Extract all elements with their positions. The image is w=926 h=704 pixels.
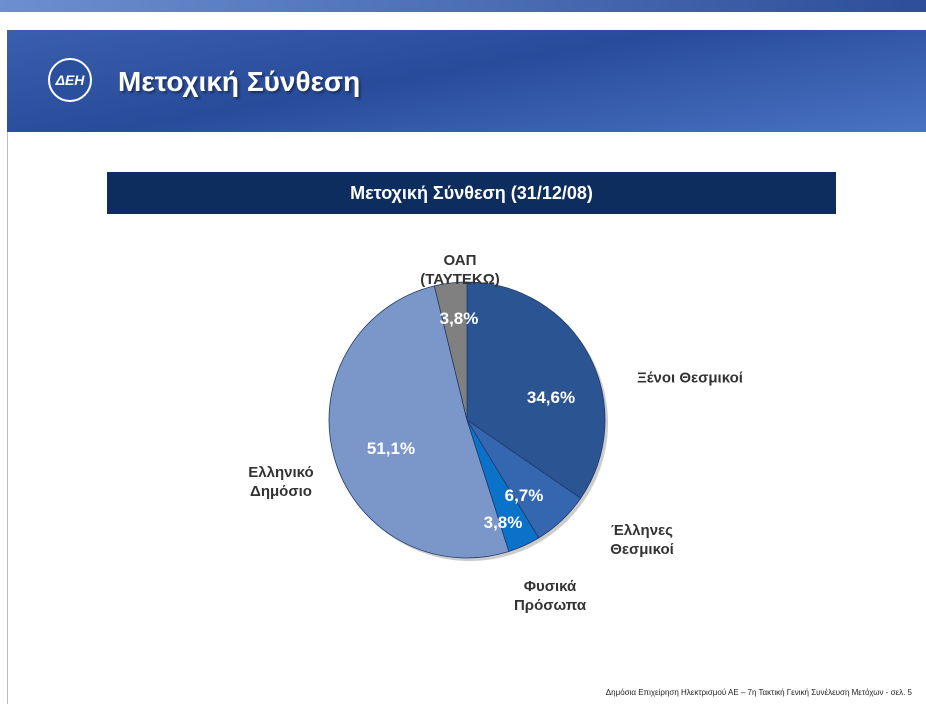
category-label: Ελληνικό Δημόσιο	[248, 464, 314, 500]
top-band	[0, 0, 926, 12]
left-rule	[7, 132, 8, 704]
pie-slice	[466, 281, 606, 499]
value-label: 3,8%	[439, 309, 479, 328]
header-band	[7, 30, 926, 132]
value-label: 51,1%	[366, 439, 416, 458]
category-label: Ξένοι Θεσμικοί	[637, 369, 743, 387]
category-label: Έλληνες Θεσμικοί	[610, 522, 674, 558]
pie-slice	[433, 281, 468, 421]
category-label: ΟΑΠ (ΤΑΥΤΕΚΩ)	[420, 252, 500, 288]
value-label: 6,7%	[504, 486, 544, 505]
footer: Δημόσια Επιχείρηση Ηλεκτρισμού ΑΕ – 7η Τ…	[605, 688, 912, 697]
category-label: Φυσικά Πρόσωπα	[513, 578, 587, 614]
logo: ΔΕΗ	[48, 58, 92, 102]
header-title: Μετοχική Σύνθεση	[118, 66, 361, 97]
value-label: 34,6%	[526, 388, 576, 407]
chart-title: Μετοχική Σύνθεση (31/12/08)	[107, 172, 836, 214]
pie-slice	[328, 285, 510, 559]
value-label: 3,8%	[483, 513, 523, 532]
